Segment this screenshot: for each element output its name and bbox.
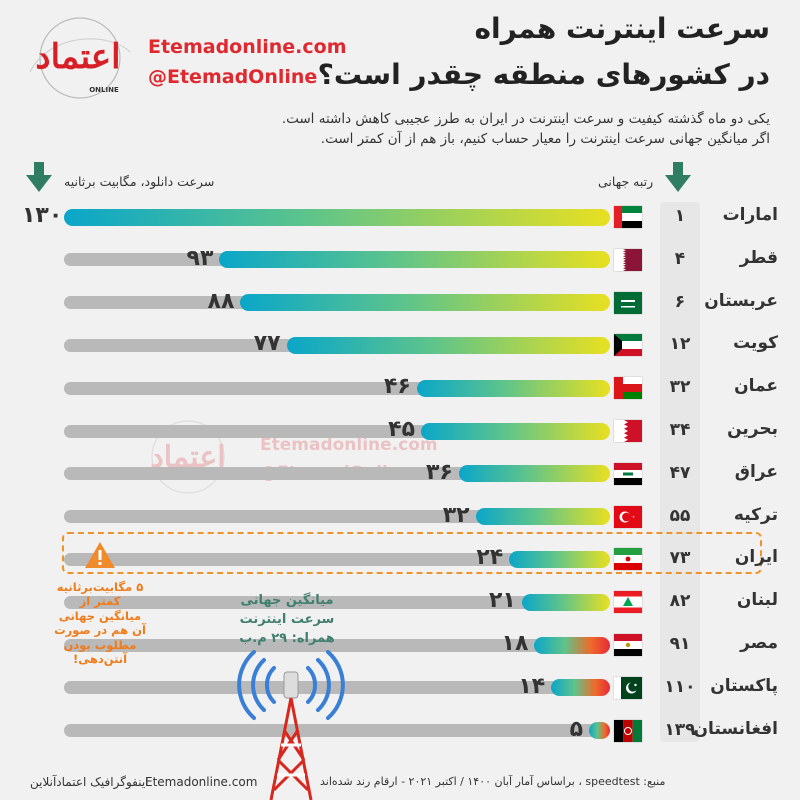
bar <box>509 550 610 568</box>
country-label: کویت <box>733 333 778 354</box>
rank-label: ۴۷ <box>669 462 691 483</box>
subtitle-line-2: اگر میانگین جهانی سرعت اینترنت را معیار … <box>320 131 770 147</box>
bar <box>458 465 610 483</box>
flag-turkey-icon <box>614 505 642 528</box>
rank-label: ۱۱۰ <box>664 676 696 697</box>
country-label: ترکیه <box>733 504 778 525</box>
bar <box>589 722 610 740</box>
watermark-site: Etemadonline.com <box>260 435 438 455</box>
bar <box>64 208 610 226</box>
value-label: ۲۱ <box>488 588 516 614</box>
logo-text: اعتماد <box>35 37 120 77</box>
value-label: ۳۶ <box>425 459 453 485</box>
footer-site: Etemadonline.com <box>145 775 258 789</box>
arrow-down-icon <box>665 162 691 192</box>
flag-saudi-icon <box>614 291 642 314</box>
bar <box>286 336 610 354</box>
subtitle-line-1: یکی دو ماه گذشته کیفیت و سرعت اینترنت در… <box>281 111 770 127</box>
rank-column-label: رتبه جهانی <box>598 174 654 189</box>
rank-label: ۷۳ <box>669 548 691 569</box>
value-label: ۱۸ <box>501 631 529 656</box>
rank-label: ۶ <box>674 291 686 312</box>
rank-label: ۳۲ <box>669 377 691 398</box>
value-label: ۱۴ <box>518 673 546 699</box>
rank-label: ۸۲ <box>669 591 691 612</box>
value-label: ۸۸ <box>207 288 235 314</box>
flag-afghanistan-icon <box>614 719 642 742</box>
flag-iraq-icon <box>614 462 642 485</box>
country-label: قطر <box>739 247 778 268</box>
value-label: ۴۵ <box>388 417 415 442</box>
rank-label: ۴ <box>674 248 686 269</box>
country-label: مصر <box>740 633 778 653</box>
bar-track <box>64 552 610 566</box>
value-label: ۲۴ <box>476 545 504 571</box>
logo-sub: ONLINE <box>89 86 119 94</box>
bar-track <box>64 510 610 524</box>
country-label: عمان <box>734 376 778 397</box>
bar <box>475 508 610 526</box>
bar <box>551 679 610 697</box>
bar-track <box>64 638 610 652</box>
flag-bahrain-icon <box>614 420 642 442</box>
rank-column-background <box>660 202 700 742</box>
flag-lebanon-icon <box>614 591 642 614</box>
flag-egypt-icon <box>614 634 642 656</box>
bar <box>416 379 610 397</box>
country-label: عراق <box>734 461 778 482</box>
iran-highlight-box <box>62 532 762 574</box>
bar-track <box>64 681 610 695</box>
flag-pakistan-icon <box>614 676 642 699</box>
value-label: ۹۳ <box>186 245 214 271</box>
flag-oman-icon <box>614 377 642 400</box>
title-line-2: در کشورهای منطقه چقدر است؟ <box>317 58 770 91</box>
speed-column-label: سرعت دانلود، مگابیت برثانیه <box>64 174 215 189</box>
footer-brand: اینفوگرافیک اعتمادآنلاین <box>30 775 149 789</box>
rank-label: ۱۲ <box>669 334 691 355</box>
flag-iran-icon <box>614 548 642 571</box>
title-line-1: سرعت اینترنت همراه <box>474 12 771 45</box>
flag-qatar-icon <box>614 248 642 271</box>
country-label: افغانستان <box>693 718 778 739</box>
header-handle: @EtemadOnline <box>148 66 318 88</box>
bar <box>521 593 610 611</box>
country-label: عربستان <box>704 290 778 311</box>
rank-label: ۳۴ <box>669 420 691 440</box>
header-site: Etemadonline.com <box>148 36 347 58</box>
bar <box>534 636 610 654</box>
country-label: پاکستان <box>710 675 778 696</box>
rank-label: ۱ <box>674 206 686 226</box>
footer-source: منبع: speedtest ، براساس آمار آبان ۱۴۰۰ … <box>320 775 666 788</box>
rank-label: ۹۱ <box>669 634 691 654</box>
iran-note: ۵ مگابیت‌برثانیه کمتر از میانگین جهانی آ… <box>54 580 146 666</box>
country-label: لبنان <box>736 590 778 611</box>
antenna-tower-icon <box>237 650 345 800</box>
bar <box>219 251 610 269</box>
bar-track <box>64 724 610 738</box>
bar <box>240 294 610 312</box>
world-average-note: میانگین جهانی سرعت اینترنت همراه: ۲۹ م.ب <box>239 593 335 646</box>
bar-track <box>64 595 610 609</box>
country-label: ایران <box>734 547 778 568</box>
flag-uae-icon <box>614 206 642 228</box>
bar <box>421 422 610 440</box>
value-label: ۴۶ <box>383 374 411 400</box>
value-label: ۳۲ <box>442 502 470 528</box>
rank-label: ۱۳۹ <box>664 719 696 740</box>
value-label: ۱۳۰ <box>22 203 63 228</box>
etemad-logo: اعتماد ONLINE <box>29 17 131 99</box>
warning-icon <box>85 542 115 568</box>
flag-kuwait-icon <box>614 334 642 357</box>
value-label: ۵ <box>569 716 583 742</box>
country-label: امارات <box>722 205 778 225</box>
value-label: ۷۷ <box>253 331 281 357</box>
rank-label: ۵۵ <box>669 505 691 526</box>
country-label: بحرین <box>727 419 778 439</box>
arrow-down-icon <box>26 162 52 192</box>
